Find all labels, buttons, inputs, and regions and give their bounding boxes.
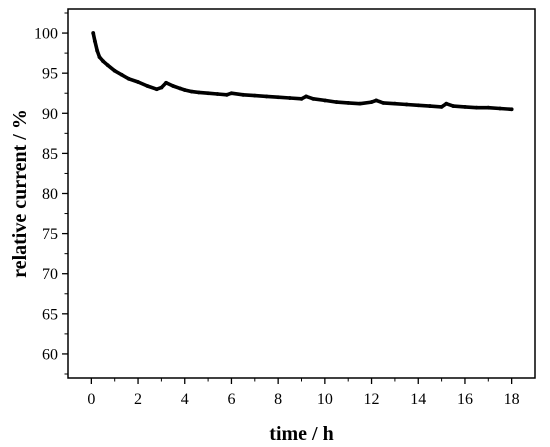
- x-tick-label: 18: [504, 391, 520, 408]
- y-tick-label: 75: [42, 226, 58, 243]
- y-tick-label: 85: [42, 146, 58, 163]
- data-point: [381, 100, 386, 105]
- data-point: [126, 76, 131, 81]
- data-point: [92, 39, 97, 43]
- data-point: [311, 96, 316, 101]
- data-point: [404, 102, 409, 107]
- data-point: [119, 72, 124, 77]
- data-point: [224, 92, 229, 97]
- data-point: [299, 96, 304, 101]
- y-tick-label: 80: [42, 186, 58, 203]
- data-point: [145, 84, 150, 88]
- data-point: [206, 91, 211, 96]
- data-point: [322, 98, 327, 103]
- data-point: [136, 80, 140, 84]
- data-point: [182, 88, 187, 92]
- data-point: [105, 63, 110, 68]
- data-point: [509, 107, 514, 112]
- data-point: [276, 95, 281, 100]
- data-point: [369, 100, 374, 104]
- data-point: [444, 101, 449, 106]
- data-point: [215, 92, 220, 96]
- y-tick-label: 95: [42, 66, 58, 83]
- data-point: [463, 104, 467, 109]
- data-point: [171, 84, 175, 88]
- data-point: [498, 106, 502, 111]
- data-point: [428, 104, 432, 108]
- data-point: [374, 98, 379, 103]
- ticks-layer: 0 2 4 6 8 10 12 14 16 18 60 65 70 75 80 85 90 95 100: [34, 12, 520, 408]
- data-point: [416, 103, 421, 108]
- data-point: [252, 93, 257, 98]
- data-point: [393, 101, 397, 106]
- data-point: [154, 87, 159, 92]
- data-point: [97, 55, 102, 60]
- data-point: [346, 100, 351, 105]
- x-tick-label: 8: [274, 391, 282, 408]
- data-point: [241, 92, 246, 97]
- x-tick-label: 10: [317, 391, 333, 408]
- data-point: [287, 96, 292, 100]
- data-point: [159, 85, 164, 90]
- data-point: [164, 80, 168, 85]
- data-point: [451, 104, 456, 108]
- data-point: [196, 90, 201, 95]
- data-point: [229, 91, 234, 96]
- data-point: [91, 31, 96, 35]
- y-axis-title: relative current / %: [9, 109, 31, 278]
- y-tick-label: 65: [42, 306, 58, 323]
- x-tick-label: 6: [227, 391, 235, 408]
- data-point: [101, 59, 105, 64]
- data-point: [178, 86, 182, 91]
- data-point: [486, 105, 491, 110]
- data-point: [112, 68, 117, 73]
- data-point: [357, 101, 362, 106]
- x-tick-label: 14: [410, 391, 426, 408]
- data-point: [304, 94, 309, 99]
- x-axis-title: time / h: [269, 423, 333, 445]
- x-tick-label: 12: [364, 391, 380, 408]
- x-tick-label: 16: [457, 391, 473, 408]
- y-tick-label: 60: [42, 346, 58, 363]
- data-point: [189, 89, 194, 94]
- data-point: [474, 105, 479, 110]
- y-tick-label: 100: [34, 26, 58, 43]
- x-tick-label: 4: [181, 391, 189, 408]
- x-tick-label: 2: [134, 391, 142, 408]
- y-tick-label: 70: [42, 266, 58, 283]
- data-point: [334, 100, 339, 104]
- plot-frame: [67, 8, 536, 379]
- data-point: [439, 104, 444, 109]
- y-tick-label: 90: [42, 106, 58, 123]
- x-tick-label: 0: [87, 391, 95, 408]
- series-layer: [91, 31, 514, 112]
- data-point: [95, 48, 100, 53]
- data-point: [264, 94, 269, 99]
